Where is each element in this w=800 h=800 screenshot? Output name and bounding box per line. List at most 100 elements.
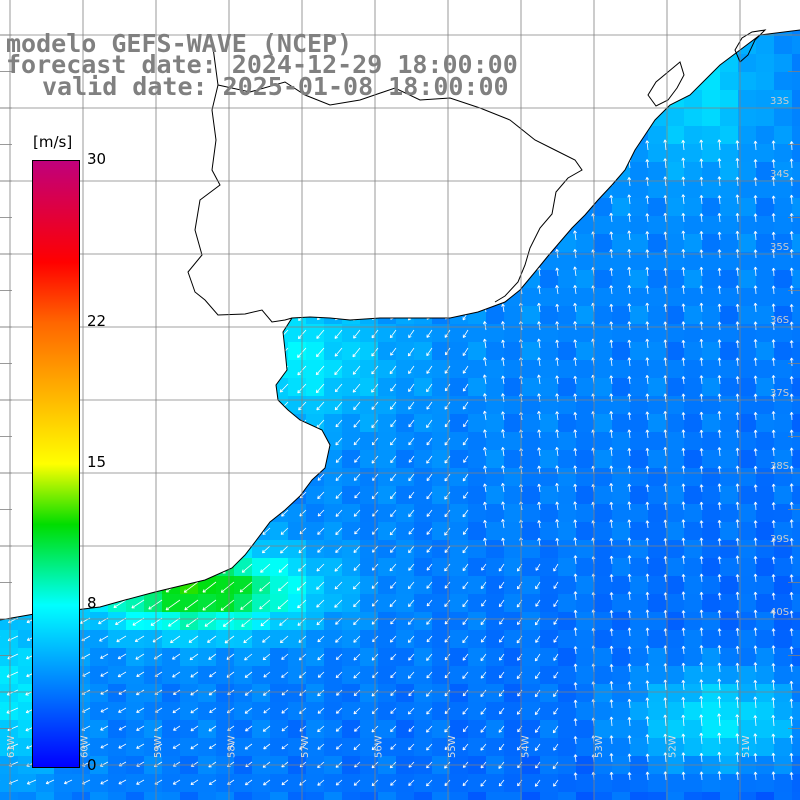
wind-arrow (316, 581, 325, 590)
wind-arrow (627, 339, 632, 349)
wind-speed-cell (342, 360, 361, 379)
wind-speed-cell (396, 558, 415, 577)
wind-arrow (281, 671, 289, 678)
wind-arrow (609, 645, 614, 655)
wind-speed-cell (432, 774, 451, 793)
wind-speed-cell (108, 666, 127, 685)
wind-speed-cell (198, 702, 217, 721)
wind-speed-cell (252, 738, 271, 757)
wind-arrow (555, 285, 559, 295)
wind-arrow (735, 519, 740, 529)
wind-speed-cell (774, 720, 793, 739)
wind-arrow (681, 321, 686, 331)
wind-arrow (483, 519, 487, 529)
wind-speed-cell (270, 720, 289, 739)
wind-speed-cell (792, 198, 800, 217)
wind-speed-cell (396, 738, 415, 757)
wind-arrow (789, 321, 794, 331)
wind-arrow (735, 176, 740, 187)
wind-speed-cell (270, 792, 289, 800)
wind-speed-cell (162, 720, 181, 739)
wind-arrow (462, 347, 469, 357)
wind-speed-cell (684, 378, 703, 397)
wind-speed-cell (576, 486, 595, 505)
longitude-label: 53W (594, 735, 605, 758)
wind-speed-cell (360, 702, 379, 721)
wind-speed-cell (756, 504, 775, 523)
wind-arrow (753, 285, 758, 295)
wind-speed-cell (18, 630, 37, 649)
wind-speed-cell (378, 684, 397, 703)
wind-arrow (699, 695, 704, 709)
wind-arrow (317, 779, 325, 786)
wind-arrow (334, 365, 343, 376)
wind-speed-cell (432, 486, 451, 505)
wind-arrow (462, 527, 469, 535)
wind-arrow (444, 599, 451, 607)
wind-speed-cell (720, 468, 739, 487)
wind-arrow (353, 653, 361, 661)
wind-arrow (735, 591, 740, 601)
wind-speed-cell (378, 486, 397, 505)
wind-speed-cell (576, 450, 595, 469)
wind-speed-cell (720, 90, 739, 109)
wind-speed-cell (774, 234, 793, 253)
wind-speed-cell (720, 522, 739, 541)
wind-speed-cell (756, 234, 775, 253)
wind-speed-cell (324, 576, 343, 595)
wind-arrow (699, 662, 704, 673)
wind-arrow (771, 628, 776, 637)
wind-speed-cell (504, 774, 523, 793)
wind-speed-cell (684, 486, 703, 505)
wind-arrow (789, 285, 794, 295)
wind-speed-cell (414, 396, 433, 415)
wind-speed-cell (774, 252, 793, 271)
wind-arrow (699, 176, 704, 187)
wind-arrow (353, 743, 361, 751)
wind-speed-cell (792, 486, 800, 505)
wind-speed-cell (324, 594, 343, 613)
wind-arrow (753, 556, 758, 565)
wind-arrow (136, 743, 145, 749)
wind-arrow (645, 734, 650, 745)
wind-arrow (208, 743, 217, 749)
wind-speed-cell (504, 684, 523, 703)
wind-arrow (789, 340, 794, 349)
wind-speed-cell (594, 684, 613, 703)
wind-arrow (281, 707, 289, 714)
wind-arrow (717, 662, 722, 673)
wind-arrow (555, 537, 560, 547)
wind-speed-cell (648, 198, 667, 217)
wind-arrow (771, 285, 776, 295)
wind-speed-cell (630, 522, 649, 541)
wind-speed-cell (792, 234, 800, 253)
wind-speed-cell (792, 324, 800, 343)
wind-arrow (627, 591, 632, 601)
wind-speed-cell (702, 144, 721, 163)
wind-arrow (190, 725, 199, 732)
wind-speed-cell (684, 684, 703, 703)
wind-arrow (26, 779, 37, 785)
wind-arrow (317, 527, 325, 535)
wind-speed-cell (612, 468, 631, 487)
wind-speed-cell (288, 378, 307, 397)
wind-speed-cell (540, 630, 559, 649)
wind-speed-cell (540, 720, 559, 739)
wind-speed-cell (738, 90, 757, 109)
wind-arrow (699, 591, 704, 601)
wind-arrow (753, 771, 758, 781)
wind-speed-cell (450, 684, 469, 703)
wind-arrow (390, 383, 397, 392)
wind-speed-cell (396, 396, 415, 415)
wind-speed-cell (378, 540, 397, 559)
wind-arrow (408, 509, 415, 518)
wind-speed-cell (720, 702, 739, 721)
wind-arrow (426, 635, 433, 643)
wind-arrow (699, 537, 704, 547)
wind-speed-cell (774, 540, 793, 559)
wind-speed-cell (558, 396, 577, 415)
wind-speed-cell (414, 576, 433, 595)
wind-speed-cell (612, 198, 631, 217)
wind-arrow (627, 772, 632, 781)
wind-arrow (190, 671, 199, 678)
